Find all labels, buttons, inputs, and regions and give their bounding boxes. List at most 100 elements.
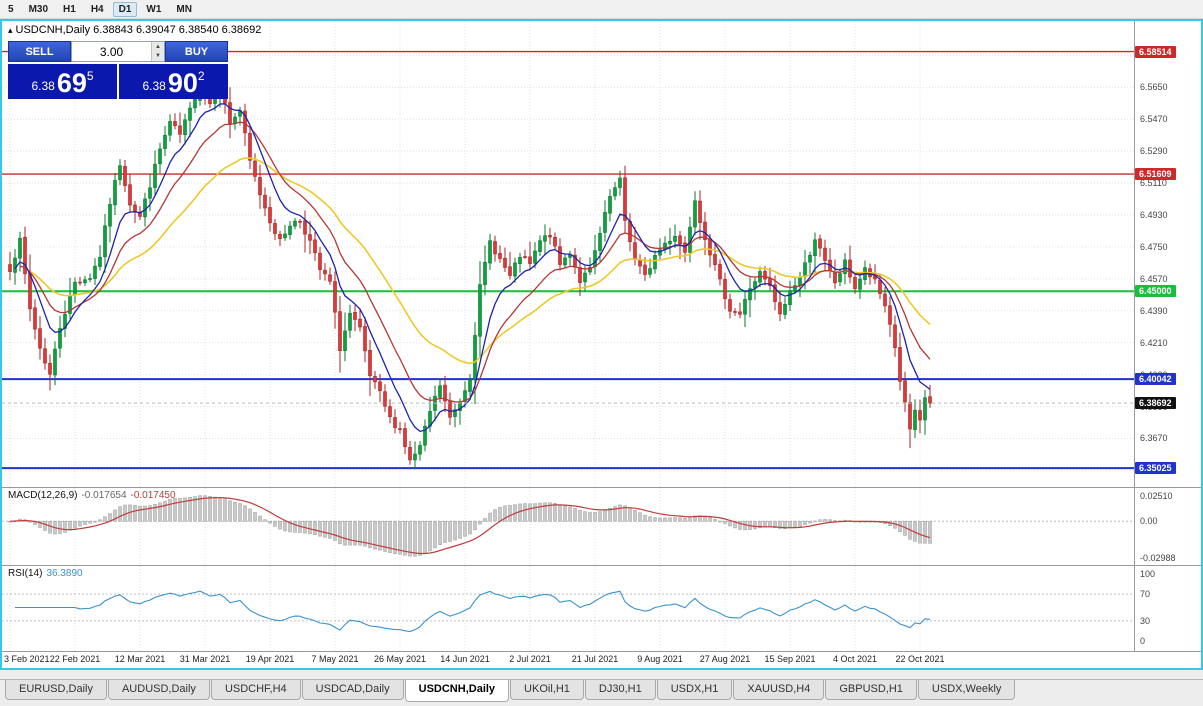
volume-down-icon[interactable]: ▼ <box>152 51 164 61</box>
timeframe-button-w1[interactable]: W1 <box>146 3 162 15</box>
level-price-badge: 6.40042 <box>1135 373 1176 386</box>
timeframe-toolbar: 5 M30 H1 H4 D1 W1 MN <box>0 0 1203 19</box>
ma-yellow-line <box>29 157 931 365</box>
macd-scale[interactable]: 0.02510 0.00 -0.02988 <box>1134 488 1201 565</box>
chart-symbol-label: USDCNH,Daily <box>15 24 91 36</box>
level-price-badge: 6.35025 <box>1135 462 1176 475</box>
macd-scale-zero: 0.00 <box>1140 516 1158 527</box>
level-price-badge: 6.51609 <box>1135 168 1176 181</box>
date-axis-label: 2 Jul 2021 <box>509 654 551 664</box>
volume-field[interactable]: 3.00 ▲ ▼ <box>71 41 165 62</box>
rsi-name: RSI(14) <box>8 568 43 579</box>
date-axis-label: 4 Oct 2021 <box>832 654 878 664</box>
volume-up-icon[interactable]: ▲ <box>152 42 164 52</box>
timeframe-button-mn[interactable]: MN <box>176 3 192 15</box>
price-scale-label: 6.5470 <box>1140 114 1168 125</box>
horizontal-levels-layer <box>2 50 1134 470</box>
level-price-badge: 6.58514 <box>1135 45 1176 58</box>
time-axis[interactable]: 3 Feb 2021 22 Feb 2021 12 Mar 2021 31 Mar 2… <box>2 652 1201 668</box>
date-axis-label: 31 Mar 2021 <box>179 654 231 664</box>
date-axis-label: 22 Feb 2021 <box>49 654 101 664</box>
chart-tab-usdx-h1[interactable]: USDX,H1 <box>656 680 733 700</box>
date-axis-label: 14 Jun 2021 <box>440 654 490 664</box>
chart-tabbar: EURUSD,Daily AUDUSD,Daily USDCHF,H4 USDCAD,… <box>0 670 1203 706</box>
timeframe-button-m30[interactable]: M30 <box>28 3 49 15</box>
price-scale-label: 6.4930 <box>1140 209 1168 220</box>
chart-tab-eurusd-daily[interactable]: EURUSD,Daily <box>5 680 107 700</box>
chart-tab-gbpusd-h1[interactable]: GBPUSD,H1 <box>825 680 917 700</box>
rsi-scale[interactable]: 100 70 30 0 <box>1134 566 1201 651</box>
pane-separator[interactable] <box>2 487 1201 488</box>
macd-chart[interactable] <box>2 488 1134 565</box>
chart-tab-usdcnh-daily[interactable]: USDCNH,Daily <box>404 680 510 702</box>
date-axis-label: 27 Aug 2021 <box>699 654 751 664</box>
macd-scale-min: -0.02988 <box>1140 553 1176 563</box>
current-price-badge: 6.38692 <box>1135 397 1176 410</box>
rsi-scale-label: 0 <box>1140 636 1146 646</box>
ma-blue-line <box>14 103 931 433</box>
buy-price-prefix: 6.38 <box>142 79 166 93</box>
tabbar-divider <box>0 679 1203 680</box>
chart-tab-ukoil-h1[interactable]: UKOil,H1 <box>510 680 584 700</box>
buy-price-pip: 2 <box>197 69 205 83</box>
timeframe-button-d1[interactable]: D1 <box>112 1 138 17</box>
price-scale-label: 6.5650 <box>1140 82 1168 93</box>
date-axis-label: 22 Oct 2021 <box>895 654 945 664</box>
rsi-chart[interactable] <box>2 566 1134 651</box>
candles-layer <box>8 71 932 470</box>
date-axis-label: 21 Jul 2021 <box>571 654 619 664</box>
date-axis-label: 7 May 2021 <box>311 654 359 664</box>
price-scale[interactable]: 6.58306.56506.54706.52906.51106.49306.47… <box>1134 21 1201 487</box>
chart-title: ▴ USDCNH,Daily 6.38843 6.39047 6.38540 6.… <box>8 24 261 36</box>
macd-signal-line <box>9 496 931 555</box>
price-scale-label: 6.5110 <box>1140 178 1167 189</box>
macd-value-main: -0.017654 <box>81 490 127 501</box>
price-scale-label: 6.4570 <box>1140 273 1168 284</box>
sell-price-display[interactable]: 6.38 69 5 <box>8 64 117 99</box>
date-axis-label: 12 Mar 2021 <box>114 654 166 664</box>
sell-price-pip: 5 <box>86 69 94 83</box>
price-scale-label: 6.4750 <box>1140 241 1168 252</box>
date-axis-label: 15 Sep 2021 <box>764 654 816 664</box>
macd-pane: 0.02510 0.00 -0.02988 MACD(12,26,9) -0.0176… <box>2 488 1201 565</box>
date-axis-label: 9 Aug 2021 <box>637 654 683 664</box>
macd-name: MACD(12,26,9) <box>8 490 78 501</box>
chart-tab-xauusd-h4[interactable]: XAUUSD,H4 <box>733 680 825 700</box>
chart-ohlc-values: 6.38843 6.39047 6.38540 6.38692 <box>93 24 262 36</box>
macd-histogram <box>8 495 932 557</box>
volume-spinner: ▲ ▼ <box>151 42 164 61</box>
chart-tabstrip: EURUSD,Daily AUDUSD,Daily USDCHF,H4 USDCAD,… <box>5 680 1016 702</box>
sell-button[interactable]: SELL <box>8 41 71 62</box>
level-price-badge: 6.45000 <box>1135 285 1176 298</box>
one-click-trading-panel: SELL 3.00 ▲ ▼ BUY 6.38 69 5 6.38 <box>8 41 228 99</box>
chart-window: 6.58306.56506.54706.52906.51106.49306.47… <box>0 19 1203 670</box>
rsi-scale-label: 100 <box>1140 569 1156 579</box>
chart-tab-dj30-h1[interactable]: DJ30,H1 <box>584 680 656 700</box>
main-chart[interactable] <box>2 21 1134 487</box>
timeframe-button-5[interactable]: 5 <box>8 3 14 15</box>
price-scale-label: 6.4390 <box>1140 305 1168 316</box>
chart-collapse-icon[interactable]: ▴ <box>8 25 13 35</box>
chart-tab-audusd-daily[interactable]: AUDUSD,Daily <box>107 680 210 700</box>
pane-separator[interactable] <box>2 651 1201 652</box>
date-axis-label: 26 May 2021 <box>373 654 427 664</box>
chart-tab-usdx-weekly[interactable]: USDX,Weekly <box>917 680 1016 700</box>
date-axis-label: 3 Feb 2021 <box>4 654 50 664</box>
price-scale-label: 6.3670 <box>1140 433 1168 444</box>
macd-scale-max: 0.02510 <box>1140 491 1173 501</box>
timeframe-button-h1[interactable]: H1 <box>63 3 76 15</box>
buy-button[interactable]: BUY <box>165 41 228 62</box>
rsi-scale-label: 30 <box>1140 615 1151 626</box>
pane-separator[interactable] <box>2 565 1201 566</box>
timeframe-button-h4[interactable]: H4 <box>90 3 104 15</box>
macd-header: MACD(12,26,9) -0.017654 -0.017450 <box>8 490 176 501</box>
sell-price-prefix: 6.38 <box>31 79 55 93</box>
chart-tab-usdchf-h4[interactable]: USDCHF,H4 <box>210 680 301 700</box>
volume-value[interactable]: 3.00 <box>99 44 124 59</box>
main-chart-pane: 6.58306.56506.54706.52906.51106.49306.47… <box>2 21 1201 487</box>
chart-tab-usdcad-daily[interactable]: USDCAD,Daily <box>301 680 404 700</box>
buy-price-display[interactable]: 6.38 90 2 <box>119 64 228 99</box>
price-scale-label: 6.5290 <box>1140 146 1168 157</box>
date-axis-label: 19 Apr 2021 <box>245 654 295 664</box>
rsi-pane: 100 70 30 0 RSI(14) 36.3890 <box>2 566 1201 651</box>
